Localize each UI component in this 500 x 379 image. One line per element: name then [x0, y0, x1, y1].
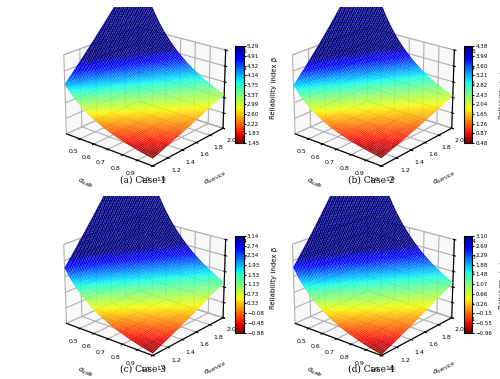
X-axis label: $\alpha_{safe}$: $\alpha_{safe}$ [305, 176, 324, 191]
X-axis label: $\alpha_{safe}$: $\alpha_{safe}$ [76, 366, 95, 379]
Title: (c) Case 3: (c) Case 3 [120, 365, 166, 374]
X-axis label: $\alpha_{safe}$: $\alpha_{safe}$ [305, 366, 324, 379]
X-axis label: $\alpha_{safe}$: $\alpha_{safe}$ [76, 176, 95, 191]
Y-axis label: $\alpha_{service}$: $\alpha_{service}$ [432, 358, 457, 377]
Title: (d) Case 4: (d) Case 4 [348, 365, 395, 374]
Y-axis label: $\alpha_{service}$: $\alpha_{service}$ [432, 169, 457, 188]
Title: (a) Case 1: (a) Case 1 [120, 175, 166, 184]
Title: (b) Case 2: (b) Case 2 [348, 175, 395, 184]
Y-axis label: $\alpha_{service}$: $\alpha_{service}$ [203, 358, 228, 377]
Y-axis label: $\alpha_{service}$: $\alpha_{service}$ [203, 169, 228, 188]
